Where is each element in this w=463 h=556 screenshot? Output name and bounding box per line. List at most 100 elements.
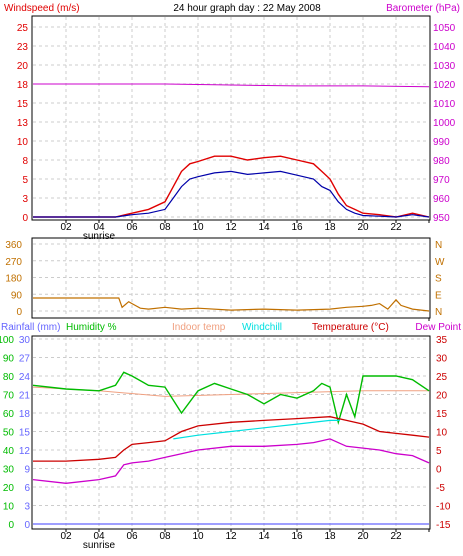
rainfall-y-tick-label: 18 [19,409,31,420]
windspeed-axis-title: Windspeed (m/s) [4,3,80,14]
wind-x-tick-label: 10 [192,222,204,233]
humidity-y-tick-label: 90 [3,354,15,365]
temperature-y-tick-label: -15 [436,520,451,531]
wind-y-tick-label: 8 [22,156,28,167]
indoor-temp-legend: Indoor temp [172,322,226,333]
rainfall-y-tick-label: 6 [24,483,30,494]
wind-gust-line [33,155,430,218]
wind-y-tick-label: 18 [17,80,29,91]
humidity-line [32,371,430,426]
compass-tick-label: E [435,290,442,301]
barometer-y-tick-label: 970 [433,175,450,186]
temperature-y-tick-label: 20 [436,391,448,402]
barometer-y-tick-label: 1040 [433,42,456,53]
direction-y-tick-label: 0 [16,307,22,318]
compass-tick-label: N [435,240,442,251]
rainfall-y-tick-label: 15 [19,428,31,439]
barometer-y-tick-label: 1010 [433,99,456,110]
direction-y-tick-label: 270 [5,257,22,268]
temperature-y-tick-label: 30 [436,354,448,365]
wind-x-tick-label: 22 [390,222,402,233]
barometer-y-tick-label: 1050 [433,23,456,34]
barometer-y-tick-label: 1000 [433,118,456,129]
humidity-y-tick-label: 0 [8,520,14,531]
rainfall-y-tick-label: 21 [19,391,31,402]
rainfall-axis-title: Rainfall (mm) [1,322,60,333]
barometer-y-tick-label: 1020 [433,80,456,91]
wind-x-tick-label: 20 [357,222,369,233]
wind-x-tick-label: 04 [93,222,105,233]
humidity-y-tick-label: 30 [3,465,15,476]
humidity-y-tick-label: 20 [3,483,15,494]
wind-y-tick-label: 0 [22,213,28,224]
windchill-legend: Windchill [242,322,282,333]
temperature-legend: Temperature (°C) [312,322,389,333]
temp-x-tick-label: 20 [357,531,369,542]
wind-y-tick-label: 10 [17,137,29,148]
wind-x-tick-label: 12 [225,222,237,233]
humidity-y-tick-label: 80 [3,372,15,383]
temp-x-tick-label: 10 [192,531,204,542]
temp-x-tick-label: 06 [126,531,138,542]
wind-y-tick-label: 3 [22,194,28,205]
wind-y-tick-label: 13 [17,118,29,129]
temp-x-tick-label: 12 [225,531,237,542]
humidity-y-tick-label: 60 [3,409,15,420]
rainfall-y-tick-label: 24 [19,372,31,383]
barometer-y-tick-label: 950 [433,213,450,224]
rainfall-y-tick-label: 3 [24,502,30,513]
wind-y-tick-label: 25 [17,23,29,34]
dewpoint-legend: Dew Point [415,322,461,333]
barometer-y-tick-label: 960 [433,194,450,205]
dewpoint-line [32,438,430,484]
humidity-y-tick-label: 40 [3,446,15,457]
temperature-y-tick-label: -10 [436,502,451,513]
sunrise-annotation: sunrise [83,231,116,242]
rainfall-y-tick-label: 30 [19,335,31,346]
wind-average-line [33,170,430,218]
windchill-line [173,419,340,440]
temperature-y-tick-label: 10 [436,428,448,439]
temperature-y-tick-label: 25 [436,372,448,383]
temperature-y-tick-label: 15 [436,409,448,420]
humidity-y-tick-label: 70 [3,391,15,402]
temp-x-tick-label: 02 [60,531,72,542]
tick-labels: 0358101315182023259509609709809901000101… [0,23,456,551]
humidity-y-tick-label: 100 [0,335,14,346]
barometer-y-tick-label: 1030 [433,61,456,72]
barometer-y-tick-label: 980 [433,156,450,167]
temp-x-tick-label: 04 [93,531,105,542]
rainfall-y-tick-label: 9 [24,465,30,476]
barometer-axis-title: Barometer (hPa) [386,3,460,14]
compass-tick-label: S [435,274,442,285]
grid-lines [33,17,429,528]
temp-x-tick-label: 22 [390,531,402,542]
series-lines [32,83,430,525]
sunrise-annotation: sunrise [83,540,116,551]
temp-x-tick-label: 16 [291,531,303,542]
humidity-y-tick-label: 10 [3,502,15,513]
temp-x-tick-label: 18 [324,531,336,542]
wind-y-tick-label: 20 [17,61,29,72]
wind-x-tick-label: 16 [291,222,303,233]
wind-x-tick-label: 08 [159,222,171,233]
temperature-line [33,416,430,462]
temperature-y-tick-label: 35 [436,335,448,346]
wind-y-tick-label: 5 [22,175,28,186]
temperature-y-tick-label: 0 [436,465,442,476]
chart-title: 24 hour graph day : 22 May 2008 [173,3,321,14]
direction-y-tick-label: 90 [11,290,23,301]
compass-tick-label: W [435,257,445,268]
temperature-y-tick-label: -5 [436,483,445,494]
rainfall-y-tick-label: 27 [19,354,31,365]
wind-x-tick-label: 06 [126,222,138,233]
barometer-y-tick-label: 990 [433,137,450,148]
wind-x-tick-label: 14 [258,222,270,233]
wind-y-tick-label: 15 [17,99,29,110]
temp-x-tick-label: 14 [258,531,270,542]
temp-x-tick-label: 08 [159,531,171,542]
wind-x-tick-label: 02 [60,222,72,233]
humidity-legend: Humidity % [66,322,117,333]
wind-direction-line [33,297,430,312]
